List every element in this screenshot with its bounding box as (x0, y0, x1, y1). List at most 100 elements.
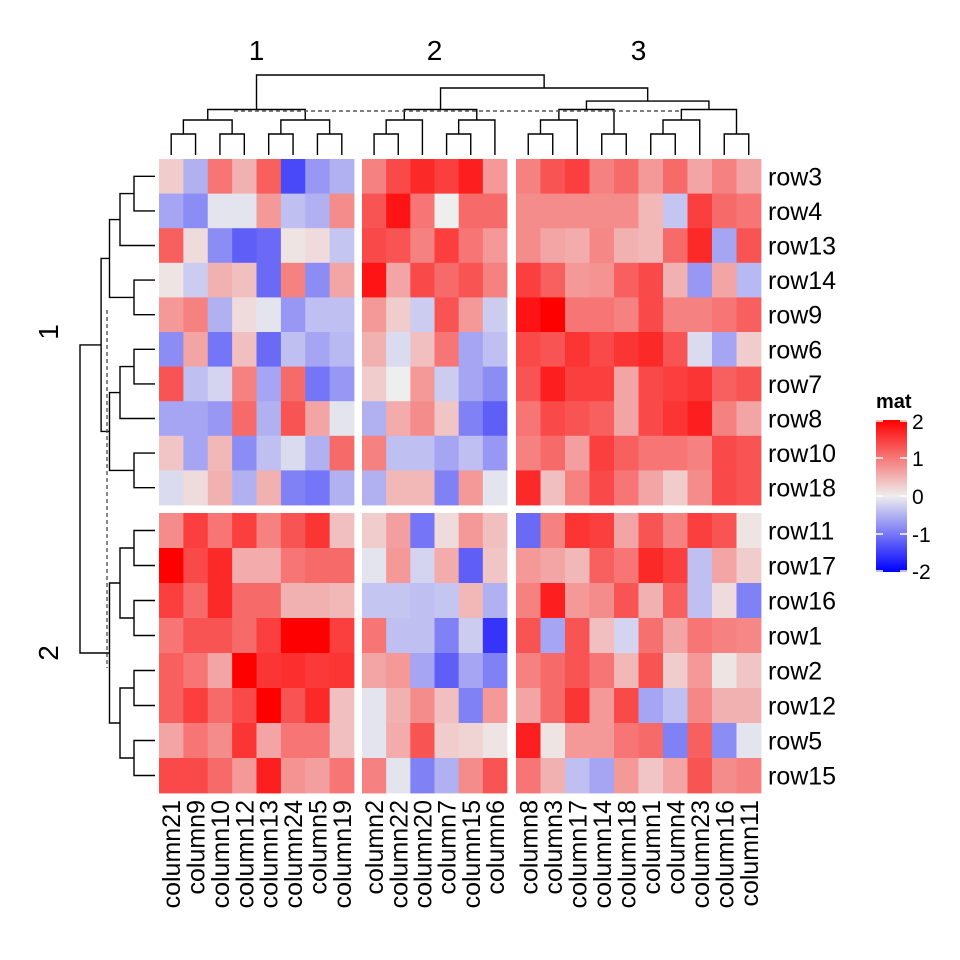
cell-row13-column15 (458, 228, 484, 264)
cell-row3-column19 (329, 159, 355, 194)
cell-row6-column4 (663, 332, 688, 367)
cell-row2-column22 (386, 653, 411, 689)
cell-row2-column6 (482, 653, 508, 689)
cell-row1-column3 (540, 618, 566, 654)
cell-row2-column14 (589, 653, 615, 689)
cell-row16-column18 (614, 583, 639, 619)
dendrogram-branch (457, 119, 496, 155)
cell-row11-column9 (183, 513, 209, 549)
cell-row11-column7 (434, 513, 460, 549)
row-label-row9: row9 (768, 302, 822, 330)
cell-row8-column18 (614, 401, 639, 437)
cell-row11-column6 (482, 513, 508, 549)
cell-row10-column4 (663, 435, 688, 471)
cell-row10-column16 (712, 435, 737, 471)
cell-row15-column1 (638, 758, 664, 794)
cell-row1-column2 (362, 618, 387, 654)
dendrogram-branch (373, 133, 399, 155)
cell-row6-column24 (280, 332, 306, 367)
dendrogram-branch (133, 599, 155, 637)
dendrogram-branch (680, 108, 738, 134)
cell-row18-column20 (410, 470, 435, 506)
cell-row2-column4 (663, 653, 688, 689)
cell-row16-column1 (638, 583, 664, 619)
column-label-column19: column19 (329, 800, 357, 908)
cell-row14-column12 (232, 262, 257, 298)
cell-row3-column3 (540, 159, 566, 194)
cell-row11-column21 (159, 513, 184, 549)
cell-row4-column4 (663, 193, 688, 229)
cell-row5-column11 (736, 723, 762, 759)
column-label-column3: column3 (540, 800, 568, 895)
color-legend: mat 2 1 0 -1 -2 (876, 391, 931, 584)
cell-row4-column21 (159, 193, 184, 229)
cell-row3-column18 (614, 159, 639, 194)
cell-row15-column9 (183, 758, 209, 794)
cell-row11-column17 (565, 513, 590, 549)
cell-row6-column20 (410, 332, 435, 367)
cell-row9-column1 (638, 297, 664, 333)
cell-row9-column2 (362, 297, 387, 333)
cell-row12-column23 (687, 688, 713, 724)
cell-row4-column10 (207, 193, 233, 229)
cell-row18-column13 (256, 470, 282, 506)
cell-row9-column19 (329, 297, 355, 333)
legend-title: mat (876, 391, 912, 413)
cell-row7-column24 (280, 366, 306, 402)
cell-row13-column19 (329, 228, 355, 264)
cell-row2-column2 (362, 653, 387, 689)
column-label-column11: column11 (736, 800, 764, 907)
cell-row1-column15 (458, 618, 484, 654)
cell-row14-column4 (663, 262, 688, 298)
cell-row14-column10 (207, 262, 233, 298)
cell-row4-column23 (687, 193, 713, 229)
cell-row10-column21 (159, 435, 184, 471)
cell-row17-column11 (736, 548, 762, 584)
cell-row6-column2 (362, 332, 387, 367)
cell-row7-column10 (207, 366, 233, 402)
cell-row3-column2 (362, 159, 387, 194)
cell-row3-column16 (712, 159, 737, 194)
cell-row5-column5 (305, 723, 331, 759)
cell-row2-column21 (159, 653, 184, 689)
cell-row4-column17 (565, 193, 590, 229)
cell-row12-column1 (638, 688, 664, 724)
cell-row3-column5 (305, 159, 331, 194)
cell-row3-column6 (482, 159, 508, 194)
cell-row9-column16 (712, 297, 737, 333)
row-label-row13: row13 (768, 233, 836, 261)
cell-row3-column23 (687, 159, 713, 194)
cell-row17-column6 (482, 548, 508, 584)
dendrogram-branch (119, 687, 134, 759)
cell-row16-column7 (434, 583, 460, 619)
legend-tick-label-2: 2 (912, 411, 924, 434)
cell-row15-column16 (712, 758, 737, 794)
cell-row5-column21 (159, 723, 184, 759)
cell-row14-column6 (482, 262, 508, 298)
cell-row13-column4 (663, 228, 688, 264)
cell-row9-column3 (540, 297, 566, 333)
cell-row9-column10 (207, 297, 233, 333)
cell-row5-column17 (565, 723, 590, 759)
cell-row18-column12 (232, 470, 257, 506)
cell-row6-column6 (482, 332, 508, 367)
cell-row10-column8 (516, 435, 541, 471)
cell-row15-column15 (458, 758, 484, 794)
cell-row14-column21 (159, 262, 184, 298)
cell-row5-column24 (280, 723, 306, 759)
cell-row1-column1 (638, 618, 664, 654)
cell-row12-column7 (434, 688, 460, 724)
cell-row15-column8 (516, 758, 541, 794)
cell-row18-column1 (638, 470, 664, 506)
cell-row16-column9 (183, 583, 209, 619)
cell-row9-column22 (386, 297, 411, 333)
cell-row3-column21 (159, 159, 184, 194)
column-dendrogram (170, 74, 750, 155)
cell-row7-column17 (565, 366, 590, 402)
cell-row14-column14 (589, 262, 615, 298)
cell-row10-column7 (434, 435, 460, 471)
cell-row18-column14 (589, 470, 615, 506)
cell-row7-column13 (256, 366, 282, 402)
legend-ticks: 2 1 0 -1 -2 (876, 411, 931, 584)
legend-tick-label--1: -1 (912, 524, 931, 547)
